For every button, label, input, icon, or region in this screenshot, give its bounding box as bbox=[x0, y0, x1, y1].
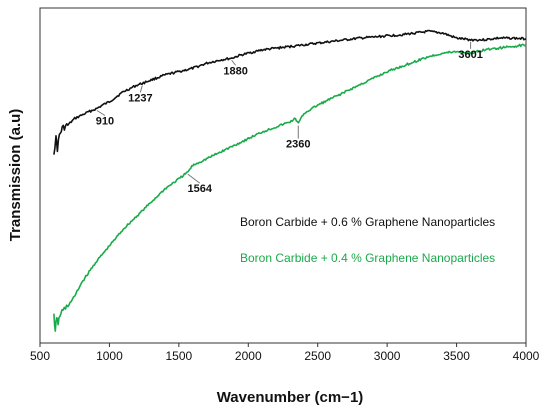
x-tick-group: 500 1000 1500 2000 2500 3000 3500 4000 bbox=[30, 343, 540, 363]
plot-frame bbox=[39, 7, 527, 344]
peak-annotation-label: 1880 bbox=[223, 65, 247, 77]
peak-annotation-label: 1237 bbox=[128, 92, 152, 104]
x-tick-label: 500 bbox=[30, 349, 50, 363]
legend: Boron Carbide + 0.6 % Graphene Nanoparti… bbox=[240, 215, 495, 265]
annotation-leader bbox=[96, 110, 106, 116]
series-group bbox=[53, 29, 527, 332]
legend-entry: Boron Carbide + 0.4 % Graphene Nanoparti… bbox=[240, 251, 495, 265]
legend-entry: Boron Carbide + 0.6 % Graphene Nanoparti… bbox=[240, 215, 495, 229]
annotation-leader bbox=[231, 59, 237, 66]
annotation-leader bbox=[187, 173, 201, 184]
x-tick-label: 2500 bbox=[304, 349, 331, 363]
peak-annotation-label: 910 bbox=[96, 116, 114, 128]
axes-layer bbox=[39, 7, 527, 344]
peak-annotation-label: 1564 bbox=[188, 183, 213, 195]
series-line-0-6-percent bbox=[53, 29, 527, 155]
peak-annotation-label: 3601 bbox=[458, 49, 482, 61]
x-tick-label: 4000 bbox=[513, 349, 540, 363]
x-tick-label: 3500 bbox=[443, 349, 470, 363]
x-axis-label: Wavenumber (cm−1) bbox=[217, 389, 364, 406]
x-tick-label: 3000 bbox=[374, 349, 401, 363]
y-axis-label: Transmission (a.u) bbox=[7, 109, 24, 242]
x-tick-label: 1000 bbox=[96, 349, 123, 363]
peak-annotation-label: 2360 bbox=[286, 139, 310, 151]
x-tick-label: 2000 bbox=[235, 349, 262, 363]
annotation-group: 910 1237 1880 3601 2360 1564 bbox=[96, 41, 483, 195]
series-line-0-4-percent bbox=[53, 43, 527, 332]
annotation-leader bbox=[139, 85, 143, 93]
x-tick-label: 1500 bbox=[166, 349, 193, 363]
